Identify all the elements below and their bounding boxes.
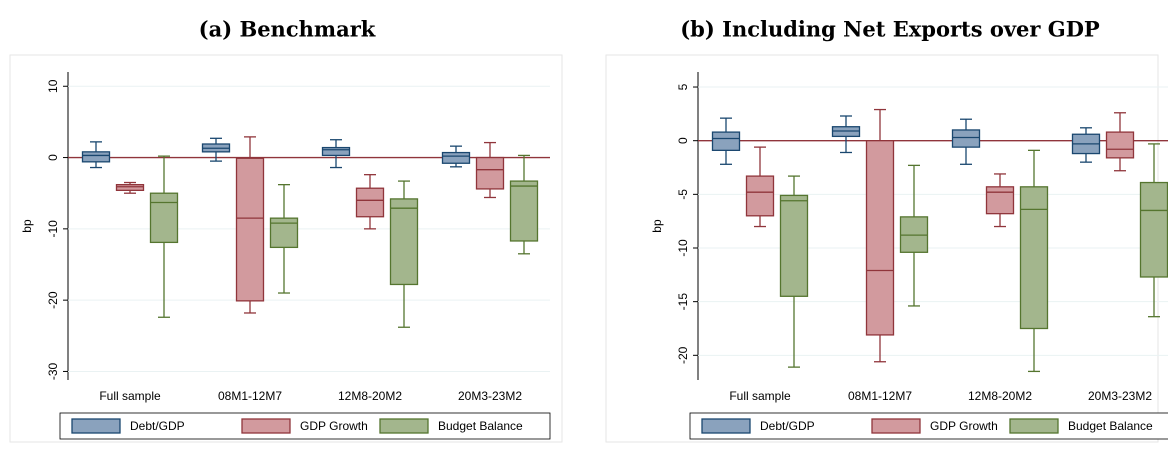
y-tick-label: -10 xyxy=(676,239,690,257)
box xyxy=(115,183,145,192)
box xyxy=(355,187,385,218)
y-tick-label: 10 xyxy=(46,79,60,93)
legend-swatch xyxy=(1009,418,1059,434)
box xyxy=(321,146,351,157)
panel-frame xyxy=(9,54,563,443)
box xyxy=(389,198,419,286)
box xyxy=(441,151,471,164)
box xyxy=(149,192,179,244)
legend-swatch xyxy=(71,418,121,434)
chart-title: (a) Benchmark xyxy=(199,17,376,42)
legend-swatch xyxy=(379,418,429,434)
box xyxy=(951,129,981,148)
y-tick-label: 0 xyxy=(46,154,60,161)
legend-swatch xyxy=(871,418,921,434)
box xyxy=(985,186,1015,215)
box xyxy=(1019,186,1049,330)
box xyxy=(865,140,895,336)
legend-frame xyxy=(689,412,1168,440)
y-tick-label: 0 xyxy=(676,137,690,144)
box xyxy=(779,194,809,297)
legend-label: GDP Growth xyxy=(930,419,998,433)
y-tick-label: -15 xyxy=(676,293,690,311)
x-tick-label: 08M1-12M7 xyxy=(848,389,912,403)
box xyxy=(81,151,111,163)
y-tick-label: -30 xyxy=(46,362,60,380)
box xyxy=(475,156,505,190)
box xyxy=(1139,181,1168,278)
chart-title: (b) Including Net Exports over GDP xyxy=(680,17,1100,42)
legend-label: Debt/GDP xyxy=(760,419,815,433)
box xyxy=(1105,131,1135,159)
box xyxy=(509,180,539,242)
x-tick-label: 20M3-23M2 xyxy=(1088,389,1152,403)
legend-frame xyxy=(59,412,551,440)
y-axis-label: bp xyxy=(20,219,34,233)
y-tick-label: -10 xyxy=(46,220,60,238)
x-tick-label: Full sample xyxy=(99,389,161,403)
y-axis-label: bp xyxy=(650,219,664,233)
y-tick-label: -20 xyxy=(676,346,690,364)
legend-label: Debt/GDP xyxy=(130,419,185,433)
legend-label: Budget Balance xyxy=(438,419,523,433)
legend-swatch xyxy=(701,418,751,434)
box xyxy=(235,157,265,302)
x-tick-label: 12M8-20M2 xyxy=(968,389,1032,403)
box xyxy=(745,175,775,217)
legend-swatch xyxy=(241,418,291,434)
y-tick-label: 5 xyxy=(676,83,690,90)
y-tick-label: -5 xyxy=(676,189,690,200)
box xyxy=(711,131,741,151)
x-tick-label: 08M1-12M7 xyxy=(218,389,282,403)
legend-label: GDP Growth xyxy=(300,419,368,433)
legend-label: Budget Balance xyxy=(1068,419,1153,433)
x-tick-label: 12M8-20M2 xyxy=(338,389,402,403)
y-tick-label: -20 xyxy=(46,291,60,309)
x-tick-label: 20M3-23M2 xyxy=(458,389,522,403)
x-tick-label: Full sample xyxy=(729,389,791,403)
